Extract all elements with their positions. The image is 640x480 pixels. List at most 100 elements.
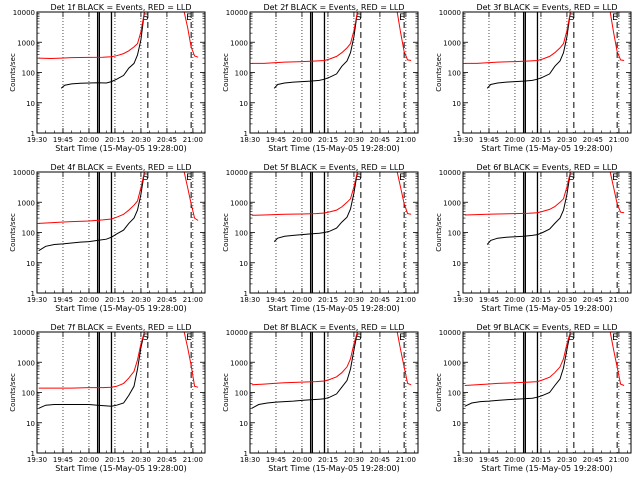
events-series-line (273, 12, 358, 89)
lld-series-line (464, 332, 625, 386)
x-tick-label: 21:00 (396, 456, 416, 464)
marker-label: S (356, 333, 362, 343)
x-tick-label: 20:45 (370, 296, 390, 304)
y-tick-label: 10 (26, 260, 35, 268)
y-tick-label: 1000 (17, 359, 35, 367)
y-tick-label: 1000 (230, 199, 248, 207)
y-tick-label: 10 (239, 420, 248, 428)
x-tick-label: 20:45 (370, 136, 390, 144)
y-axis-title: Counts/sec (9, 53, 17, 92)
lld-series-line (38, 332, 199, 389)
x-axis-title: Start Time (15-May-05 19:28:00) (481, 144, 612, 153)
marker-label: E (612, 173, 618, 183)
y-tick-label: 1000 (443, 199, 461, 207)
x-tick-label: 18:30 (240, 456, 260, 464)
x-tick-label: 19:45 (53, 136, 73, 144)
x-tick-label: 19:30 (453, 296, 473, 304)
panel-title: Det 8f BLACK = Events, RED = LLD (263, 323, 404, 332)
y-tick-label: 1 (244, 450, 248, 458)
x-tick-label: 20:00 (505, 296, 525, 304)
plot-frame (462, 331, 632, 454)
events-series-line (38, 332, 145, 409)
x-tick-label: 20:45 (583, 456, 603, 464)
x-tick-label: 20:30 (557, 136, 577, 144)
y-axis-title: Counts/sec (435, 373, 443, 412)
x-tick-label: 20:00 (79, 296, 99, 304)
y-tick-label: 10 (26, 100, 35, 108)
x-tick-label: 20:45 (157, 296, 177, 304)
events-series-line (464, 332, 571, 407)
x-tick-label: 19:45 (266, 296, 286, 304)
y-tick-label: 10 (239, 260, 248, 268)
y-tick-label: 1 (457, 450, 461, 458)
plot-frame (462, 171, 632, 294)
x-tick-label: 20:30 (557, 296, 577, 304)
marker-label: S (356, 13, 362, 23)
y-tick-label: 1000 (230, 359, 248, 367)
x-axis-title: Start Time (15-May-05 19:28:00) (268, 144, 399, 153)
plot-frame (249, 171, 419, 294)
events-series-line (38, 172, 145, 252)
x-tick-label: 19:45 (479, 456, 499, 464)
x-tick-label: 19:45 (53, 456, 73, 464)
y-tick-label: 1000 (17, 39, 35, 47)
marker-label: S (143, 173, 149, 183)
x-axis-title: Start Time (15-May-05 19:28:00) (481, 304, 612, 313)
x-tick-label: 21:00 (183, 136, 203, 144)
marker-label: S (143, 13, 149, 23)
marker-label: E (399, 13, 405, 23)
marker-label: E (399, 173, 405, 183)
y-tick-label: 10000 (439, 329, 461, 337)
panel-title: Det 9f BLACK = Events, RED = LLD (476, 323, 617, 332)
y-axis-title: Counts/sec (9, 373, 17, 412)
marker-label: E (399, 333, 405, 343)
x-tick-label: 20:15 (531, 136, 551, 144)
y-tick-label: 1 (31, 290, 35, 298)
x-tick-label: 20:00 (79, 136, 99, 144)
marker-label: E (186, 13, 192, 23)
y-tick-label: 10000 (226, 9, 248, 17)
y-tick-label: 10000 (439, 169, 461, 177)
panel-title: Det 2f BLACK = Events, RED = LLD (263, 3, 404, 12)
x-tick-label: 21:00 (609, 296, 629, 304)
x-tick-label: 20:45 (157, 456, 177, 464)
x-tick-label: 20:00 (292, 456, 312, 464)
events-series-line (486, 172, 571, 245)
y-axis-title: Counts/sec (435, 53, 443, 92)
y-tick-label: 1 (457, 290, 461, 298)
y-tick-label: 100 (22, 230, 35, 238)
y-tick-label: 100 (448, 230, 461, 238)
y-tick-label: 10 (452, 260, 461, 268)
x-tick-label: 20:15 (318, 136, 338, 144)
x-tick-label: 20:00 (79, 456, 99, 464)
y-tick-label: 1000 (17, 199, 35, 207)
x-tick-label: 21:00 (609, 456, 629, 464)
lld-series-line (251, 12, 412, 64)
plot-frame (36, 11, 206, 134)
y-tick-label: 10000 (226, 329, 248, 337)
x-axis-title: Start Time (15-May-05 19:28:00) (55, 144, 186, 153)
x-tick-label: 20:30 (344, 296, 364, 304)
y-tick-label: 10000 (13, 9, 35, 17)
y-tick-label: 10 (239, 100, 248, 108)
y-axis-title: Counts/sec (9, 213, 17, 252)
x-tick-label: 18:30 (453, 456, 473, 464)
plot-frame (249, 11, 419, 134)
x-tick-label: 18:30 (240, 136, 260, 144)
x-tick-label: 20:00 (292, 296, 312, 304)
y-tick-label: 1000 (230, 39, 248, 47)
lld-series-line (251, 172, 412, 216)
y-tick-label: 10 (452, 100, 461, 108)
y-tick-label: 10000 (226, 169, 248, 177)
marker-label: S (569, 13, 575, 23)
y-tick-label: 100 (22, 390, 35, 398)
panel-title: Det 5f BLACK = Events, RED = LLD (263, 163, 404, 172)
x-tick-label: 21:00 (396, 136, 416, 144)
x-tick-label: 19:30 (453, 136, 473, 144)
